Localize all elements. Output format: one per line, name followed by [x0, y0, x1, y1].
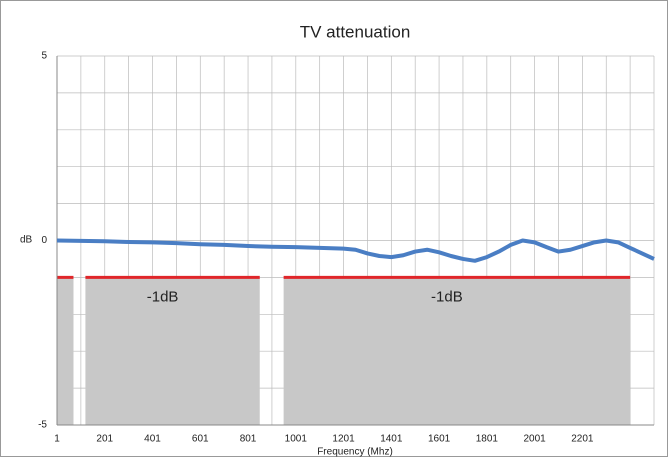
- x-tick-label: 1001: [285, 434, 308, 445]
- band: [283, 277, 631, 425]
- y-tick-label: 0: [41, 235, 47, 246]
- band: [57, 277, 74, 425]
- annotation: -1dB: [431, 288, 463, 305]
- chart-title: TV attenuation: [300, 22, 411, 41]
- x-tick-label: 1401: [380, 434, 403, 445]
- x-tick-label: 2001: [523, 434, 546, 445]
- y-axis-label: dB: [20, 235, 33, 246]
- x-axis-label: Frequency (Mhz): [317, 447, 393, 457]
- y-tick-label: -5: [38, 420, 47, 431]
- data-line: [56, 238, 655, 263]
- x-tick-label: 1801: [476, 434, 499, 445]
- x-tick-label: 1201: [332, 434, 355, 445]
- x-tick-label: 201: [96, 434, 113, 445]
- y-tick-label: 5: [41, 51, 47, 62]
- x-tick-label: 601: [192, 434, 209, 445]
- x-tick-label: 801: [240, 434, 257, 445]
- band: [85, 277, 260, 425]
- annotation: -1dB: [147, 288, 179, 305]
- x-tick-label: 1: [54, 434, 60, 445]
- x-tick-label: 2201: [571, 434, 594, 445]
- x-tick-label: 1601: [428, 434, 451, 445]
- x-tick-label: 401: [144, 434, 161, 445]
